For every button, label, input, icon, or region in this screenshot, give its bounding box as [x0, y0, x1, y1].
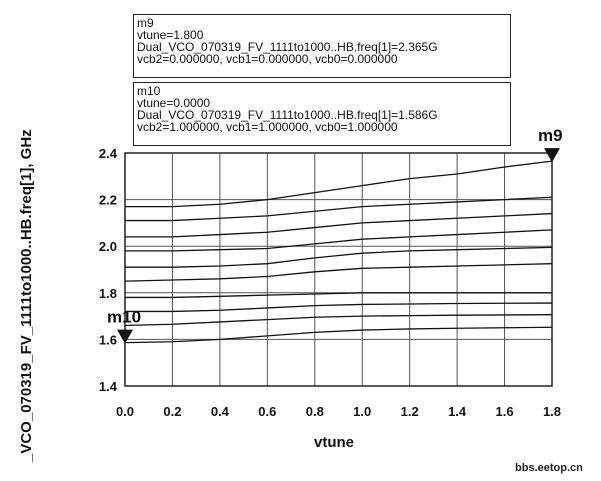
x-tick-label-0: 0.0: [116, 404, 134, 419]
marker-m9-triangle: [544, 148, 560, 163]
y-tick-label-0: 1.4: [99, 379, 118, 394]
series-line-8: [124, 314, 553, 327]
series-line-2: [125, 212, 553, 238]
series-line-0: [125, 160, 553, 208]
x-axis-label: vtune: [314, 434, 355, 451]
x-tick-label-2: 0.4: [211, 404, 230, 419]
marker-m10-line-2: vtune=0.0000: [137, 96, 211, 110]
marker-m9-label: m9: [538, 126, 563, 145]
y-tick-label-4: 2.2: [99, 193, 117, 208]
series-line-9: [124, 326, 553, 344]
marker-m9-line-1: m9: [137, 16, 154, 30]
series-line-4: [125, 246, 553, 268]
x-tick-label-5: 1.0: [353, 404, 371, 419]
marker-m10-readout: m10 vtune=0.0000 Dual_VCO_070319_FV_1111…: [133, 82, 511, 146]
marker-m9-line-2: vtune=1.800: [137, 28, 204, 42]
y-tick-label-2: 1.8: [99, 286, 117, 301]
marker-m10-triangle: [117, 329, 133, 344]
x-tick-label-4: 0.8: [306, 404, 324, 419]
series-line-5: [124, 263, 553, 282]
y-axis-label: _VCO_070319_FV_1111to1000..HB.freq[1], G…: [18, 129, 35, 462]
y-tick-label-3: 2.0: [99, 239, 117, 254]
marker-m10-line-4: vcb2=1.000000, vcb1=1.000000, vcb0=1.000…: [137, 120, 398, 134]
series-line-7: [125, 302, 553, 313]
marker-m9-readout: m9 vtune=1.800 Dual_VCO_070319_FV_1111to…: [133, 14, 511, 78]
marker-m10-line-3: Dual_VCO_070319_FV_1111to1000..HB.freq[1…: [137, 108, 438, 122]
watermark: bbs.eetop.cn: [515, 462, 583, 474]
marker-m10-line-1: m10: [137, 84, 161, 98]
marker-m9-line-3: Dual_VCO_070319_FV_1111to1000..HB.freq[1…: [137, 40, 438, 54]
x-tick-label-8: 1.6: [496, 404, 514, 419]
x-tick-label-3: 0.6: [258, 404, 276, 419]
series-line-6: [125, 292, 552, 299]
plot-frame: [124, 152, 553, 387]
marker-m9-line-4: vcb2=0.000000, vcb1=0.000000, vcb0=0.000…: [137, 52, 398, 66]
x-tick-label-6: 1.2: [401, 404, 419, 419]
y-tick-label-1: 1.6: [99, 332, 117, 347]
x-tick-label-1: 0.2: [163, 404, 181, 419]
series-line-3: [125, 229, 553, 252]
series-line-1: [125, 196, 553, 222]
marker-m10-label: m10: [107, 308, 141, 327]
x-tick-label-9: 1.8: [543, 404, 561, 419]
x-tick-label-7: 1.4: [448, 404, 467, 419]
y-tick-label-5: 2.4: [99, 146, 118, 161]
